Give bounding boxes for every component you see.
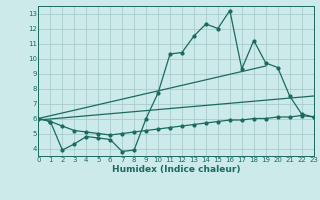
- X-axis label: Humidex (Indice chaleur): Humidex (Indice chaleur): [112, 165, 240, 174]
